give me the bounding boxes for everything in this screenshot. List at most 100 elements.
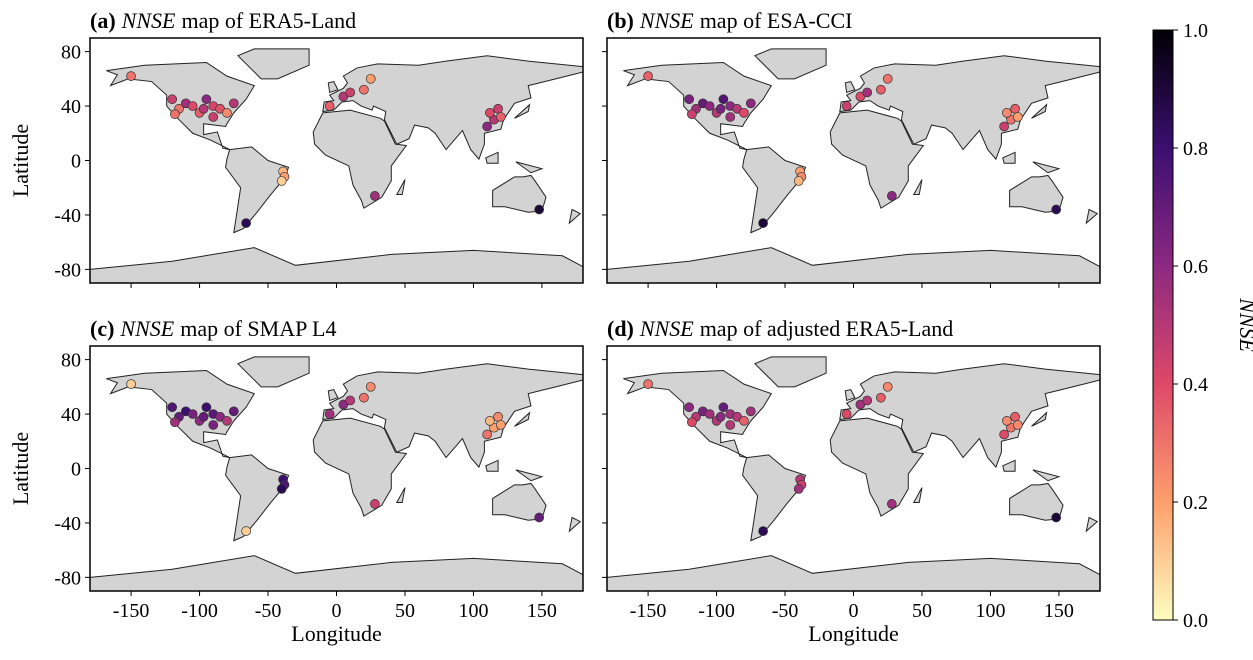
station-point [126, 71, 136, 81]
station-point [228, 406, 239, 417]
station-point [841, 101, 852, 111]
station-point [482, 121, 492, 132]
station-point [493, 103, 503, 114]
station-point [241, 218, 251, 228]
map-panel: (d) NNSE map of adjusted ERA5-Land -150 -100… [602, 316, 1101, 646]
x-tick-label: 50 [912, 600, 932, 622]
station-point [222, 108, 232, 118]
map-panel: (c) NNSE map of SMAP L4 -150 -100 -50 0 50 100 15… [8, 316, 584, 646]
x-tick-label: 100 [458, 600, 488, 622]
panel-title: (c) NNSE map of SMAP L4 [90, 316, 336, 341]
station-point [704, 101, 715, 111]
station-point [793, 484, 804, 494]
station-point [485, 416, 495, 426]
station-point [1010, 411, 1020, 422]
map-panel: (b) NNSE map of ESA-CCI [602, 8, 1101, 288]
y-tick-label: 80 [61, 350, 81, 372]
station-point [745, 98, 756, 109]
station-point [187, 101, 198, 111]
station-point [684, 402, 695, 413]
station-point [170, 109, 180, 120]
station-point [208, 112, 219, 122]
x-tick-label: -150 [113, 600, 150, 622]
station-point [345, 87, 356, 98]
colorbar-tick-label: 0.8 [1183, 138, 1208, 160]
panel-title: (b) NNSE map of ESA-CCI [607, 8, 852, 33]
station-point [534, 512, 545, 523]
station-point [369, 499, 380, 509]
station-point [999, 429, 1009, 440]
colorbar-tick-label: 1.0 [1183, 20, 1208, 42]
x-tick-label: -50 [772, 600, 799, 622]
station-point [739, 416, 749, 426]
x-tick-label: -150 [630, 600, 667, 622]
panel-title: (a) NNSE map of ERA5-Land [90, 8, 356, 33]
colorbar-tick-label: 0.4 [1183, 374, 1208, 396]
station-point [841, 409, 852, 419]
station-point [222, 416, 232, 426]
station-point [739, 108, 749, 118]
station-point [276, 484, 287, 494]
station-point [876, 84, 886, 95]
station-point [882, 381, 893, 392]
station-point [241, 526, 251, 536]
x-axis-label: Longitude [808, 621, 898, 646]
station-point [485, 108, 495, 118]
colorbar-scale [1152, 29, 1174, 621]
station-point [882, 73, 893, 84]
station-point [198, 103, 209, 114]
station-point [793, 176, 804, 186]
colorbar-label: NNSE [1235, 297, 1253, 352]
x-tick-label: 150 [527, 600, 557, 622]
station-point [1010, 103, 1020, 114]
y-tick-label: -80 [54, 567, 81, 589]
station-point [758, 218, 768, 228]
y-axis-label: Latitude [8, 124, 33, 197]
title-variable: NNSE [119, 316, 174, 341]
station-point [1012, 112, 1023, 122]
y-axis-label: Latitude [8, 432, 33, 505]
panel-label: (d) [607, 316, 634, 341]
y-tick-label: 0 [71, 459, 81, 481]
station-point [758, 526, 768, 536]
station-point [715, 103, 726, 114]
panel-title: (d) NNSE map of adjusted ERA5-Land [607, 316, 953, 341]
station-point [359, 84, 369, 95]
y-tick-label: 80 [61, 42, 81, 64]
station-point [684, 94, 695, 105]
station-point [365, 73, 376, 84]
station-point [715, 411, 726, 422]
x-tick-label: 0 [332, 600, 342, 622]
station-point [1051, 512, 1062, 523]
x-axis-label: Longitude [291, 621, 381, 646]
station-point [1051, 204, 1062, 215]
station-point [359, 392, 369, 403]
station-point [725, 420, 736, 430]
station-point [718, 94, 729, 105]
station-point [862, 395, 873, 406]
station-point [1012, 420, 1023, 430]
panel-label: (c) [90, 316, 114, 341]
station-point [167, 402, 178, 413]
x-tick-label: -100 [698, 600, 735, 622]
x-tick-label: -50 [255, 600, 282, 622]
panel-label: (b) [607, 8, 634, 33]
y-tick-label: 40 [61, 404, 81, 426]
y-tick-label: -40 [54, 513, 81, 535]
station-point [228, 98, 239, 109]
station-point [201, 94, 212, 105]
x-tick-label: 0 [849, 600, 859, 622]
station-point [643, 71, 653, 81]
station-point [369, 191, 380, 201]
title-text: map of ESA-CCI [700, 8, 853, 33]
station-point [324, 101, 335, 111]
station-point [876, 392, 886, 403]
y-tick-label: -80 [54, 259, 81, 281]
station-point [495, 420, 506, 430]
station-point [126, 379, 136, 389]
y-tick-label: 40 [61, 96, 81, 118]
station-point [324, 409, 335, 419]
station-point [704, 409, 715, 419]
station-point [170, 417, 180, 428]
